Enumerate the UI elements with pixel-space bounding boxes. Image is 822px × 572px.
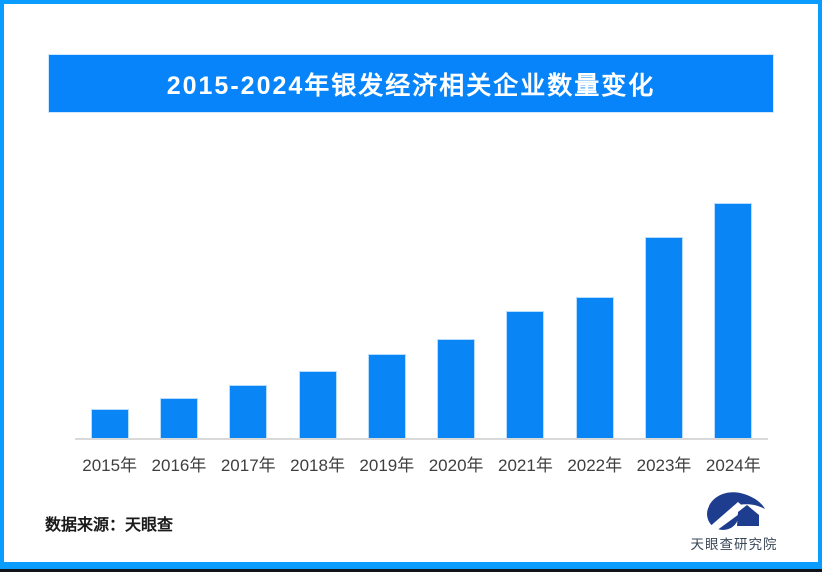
bar-cell <box>421 203 490 438</box>
bar <box>506 311 545 438</box>
frame-border-top <box>0 0 822 4</box>
bar <box>367 354 406 438</box>
bar <box>229 385 268 438</box>
x-axis-label: 2021年 <box>498 456 553 475</box>
x-axis-labels: 2015年 2016年 2017年 2018年 2019年 2020年 2021年 2022年… <box>75 451 768 476</box>
bar <box>437 339 476 438</box>
frame-border-bottom <box>0 562 822 569</box>
x-axis-label: 2017年 <box>220 456 276 475</box>
bar-cell <box>491 203 560 438</box>
bar <box>159 398 198 438</box>
bar-cell <box>283 203 352 438</box>
bar-cell <box>75 203 144 438</box>
x-axis-label: 2023年 <box>636 456 692 475</box>
chart-title: 2015-2024年银发经济相关企业数量变化 <box>166 71 656 100</box>
brand-block: 天眼查研究院 <box>686 491 782 553</box>
x-axis-label: 2018年 <box>290 456 345 475</box>
bar-cell <box>629 203 698 438</box>
x-axis-label: 2020年 <box>428 456 484 475</box>
bar-cell <box>214 203 283 438</box>
data-source-label: 数据来源：天眼查 <box>45 517 174 534</box>
brand-name: 天眼查研究院 <box>690 537 778 552</box>
x-axis-label: 2022年 <box>567 456 623 475</box>
bar-cell <box>699 203 768 438</box>
frame-border-right <box>818 0 822 569</box>
bar-cell <box>144 203 213 438</box>
bar-cell <box>560 203 629 438</box>
frame-border-left <box>0 0 4 569</box>
x-axis-label: 2024年 <box>705 456 761 475</box>
bar <box>298 371 337 438</box>
title-banner: 2015-2024年银发经济相关企业数量变化 <box>49 55 773 112</box>
tianyancha-eye-logo-icon <box>707 492 765 531</box>
bottom-dark-edge <box>0 569 822 572</box>
bar-cell <box>352 203 421 438</box>
bar <box>575 297 614 438</box>
bar <box>645 237 684 438</box>
x-axis-label: 2016年 <box>151 456 207 475</box>
x-axis-label: 2015年 <box>82 456 138 475</box>
bar <box>90 409 129 438</box>
bar-chart <box>75 203 768 440</box>
bar <box>714 203 753 438</box>
x-axis-label: 2019年 <box>359 456 415 475</box>
